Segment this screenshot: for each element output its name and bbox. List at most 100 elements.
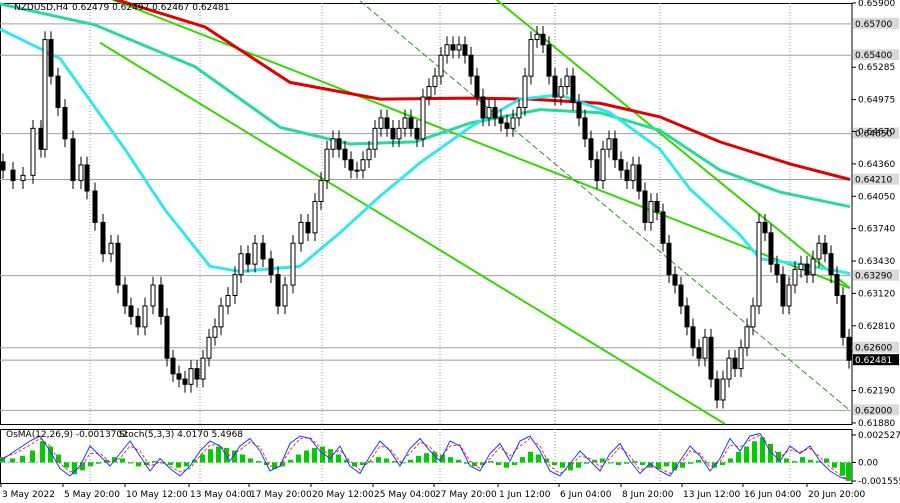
x-tick-label: 17 May 20:00 [250, 490, 312, 500]
osma-bar [424, 453, 429, 463]
candle-body [182, 378, 188, 385]
level-tag [853, 49, 899, 61]
candle-body [290, 242, 296, 286]
y-tick-label: 0.61880 [858, 419, 895, 429]
osma-bar [752, 441, 757, 463]
level-label: 0.62600 [855, 344, 892, 354]
x-tick-label: 10 May 12:00 [126, 490, 188, 500]
osma-bar [688, 462, 693, 464]
osma-bar [680, 462, 685, 468]
candle-body [486, 106, 492, 119]
osma-bar [128, 462, 133, 464]
x-tick-label: 20 Jun 20:00 [808, 490, 865, 500]
osma-bar [360, 462, 365, 466]
candle-body [510, 117, 516, 129]
candle-body [92, 190, 98, 223]
candle-body [48, 39, 54, 77]
candle-body [516, 106, 522, 119]
candle-body [282, 284, 288, 307]
candle-body [750, 305, 756, 328]
x-tick-label: 27 May 20:00 [435, 490, 497, 500]
osma-bar [400, 462, 405, 464]
osma-bar [408, 459, 413, 463]
candle-body [534, 33, 540, 41]
candle-body [702, 336, 708, 359]
osma-bar [616, 462, 621, 466]
osma-bar [184, 462, 189, 467]
candle-body [100, 221, 106, 255]
osma-bar [496, 462, 501, 466]
candle-body [660, 211, 666, 244]
y-tick-label: 0.64670 [858, 127, 895, 137]
candle-body [456, 44, 462, 51]
candle-body [150, 284, 156, 307]
candle-body [624, 169, 630, 182]
x-tick-label: 16 Jun 04:00 [744, 490, 801, 500]
x-tick-label: 5 May 20:00 [64, 490, 120, 500]
candle-body [260, 242, 266, 260]
candle-body [38, 127, 44, 150]
candle-body [588, 138, 594, 161]
candle-body [528, 39, 534, 77]
osma-bar [136, 462, 141, 467]
y-tick-label: 0.63430 [858, 257, 895, 267]
candle-body [546, 44, 552, 77]
osma-bar [640, 462, 645, 466]
candle-body [390, 127, 396, 140]
time-axis: 3 May 2022 5 May 20:00 10 May 12:00 13 May … [0, 483, 865, 500]
level-tag [853, 341, 899, 353]
candle-body [108, 242, 114, 255]
candle-body [135, 315, 141, 328]
x-tick-label: 1 Jun 12:00 [499, 490, 551, 500]
candle-body [582, 117, 588, 140]
candle-body [414, 127, 420, 140]
osma-bar [88, 462, 93, 467]
level-label: 0.65700 [855, 20, 892, 30]
level-tag [853, 127, 899, 139]
osma-bar [296, 454, 301, 463]
main-frame [0, 3, 853, 425]
candle-body [678, 284, 684, 307]
symbol-label: NZDUSD,H4 [14, 3, 69, 13]
candle-body [498, 117, 504, 124]
sub-y-tick-label: 0.00 [858, 458, 878, 468]
candle-body [480, 96, 486, 119]
osma-bar [576, 462, 581, 468]
candle-body [810, 258, 816, 276]
y-tick-label: 0.64050 [858, 192, 895, 202]
candle-body [642, 190, 648, 223]
osma-bar [584, 462, 589, 464]
candle-body [426, 86, 432, 98]
candle-body [804, 263, 810, 276]
candle-body [200, 357, 206, 380]
osma-bar [208, 449, 213, 463]
candle-body [468, 54, 474, 77]
candle-body [420, 96, 426, 140]
osma-bar [232, 450, 237, 463]
candle-body [305, 221, 311, 234]
osma-bar [600, 458, 605, 463]
candle-body [438, 54, 444, 77]
candle-body [564, 75, 570, 88]
osma-bar [176, 462, 181, 468]
level-label: 0.64650 [855, 130, 892, 140]
osma-bar [152, 461, 157, 463]
candle-body [298, 221, 304, 244]
ma-cyan-line [0, 27, 851, 276]
osma-bar [832, 462, 837, 468]
candle-body [360, 159, 366, 171]
osma-bar [784, 458, 789, 463]
candles [0, 25, 852, 409]
osma-label: OsMA(12,26,9) -0.0013702 [6, 430, 128, 440]
candle-body [834, 274, 840, 297]
candle-body [312, 200, 318, 234]
candle-body [42, 39, 48, 150]
stoch-main-line [0, 432, 847, 480]
candle-body [245, 253, 251, 265]
osma-bar [376, 457, 381, 463]
candle-body [462, 44, 468, 56]
candle-body [444, 44, 450, 56]
candle-body [225, 295, 231, 307]
osma-bar [64, 462, 69, 468]
